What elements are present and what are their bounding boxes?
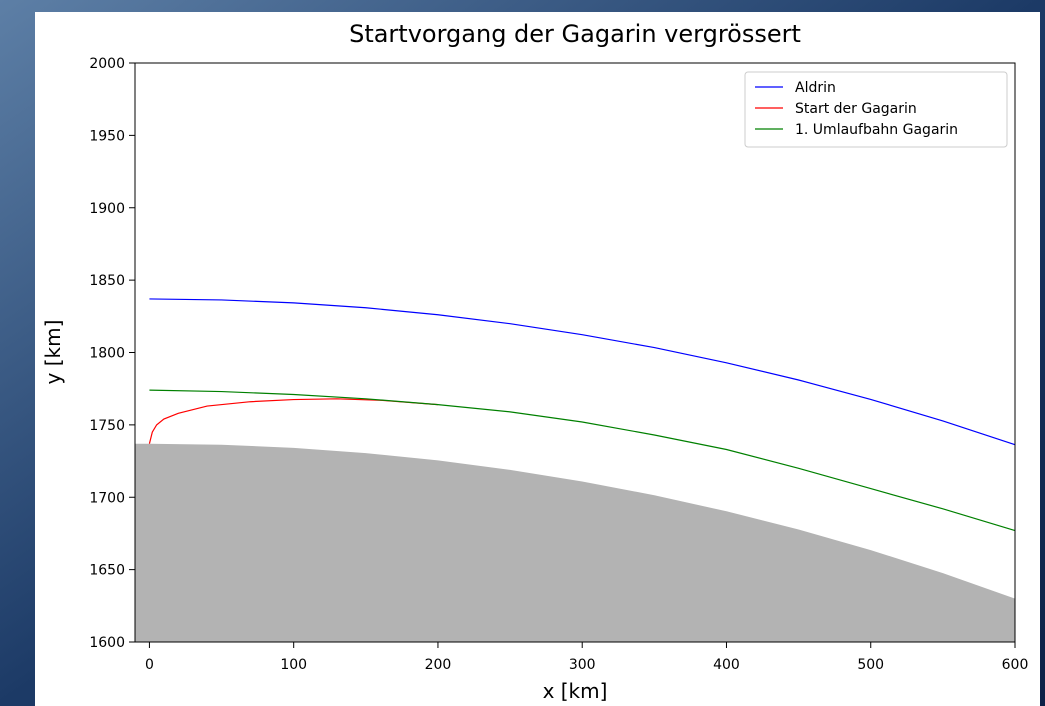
y-tick-label: 1750 — [89, 418, 125, 434]
y-tick-label: 1800 — [89, 346, 125, 362]
chart-title: Startvorgang der Gagarin vergrössert — [349, 20, 801, 48]
x-tick-label: 0 — [145, 657, 154, 673]
x-tick-label: 200 — [425, 657, 452, 673]
page: {"chart_data": {"type": "line", "title":… — [0, 0, 1045, 706]
y-tick-label: 1650 — [89, 563, 125, 579]
x-tick-label: 300 — [569, 657, 596, 673]
y-tick-label: 2000 — [89, 56, 125, 72]
legend-label: Start der Gagarin — [795, 101, 917, 117]
x-tick-label: 500 — [857, 657, 884, 673]
legend-label: Aldrin — [795, 80, 836, 96]
y-tick-label: 1850 — [89, 273, 125, 289]
x-tick-label: 100 — [280, 657, 307, 673]
y-axis-label: y [km] — [41, 320, 65, 385]
y-tick-label: 1950 — [89, 128, 125, 144]
y-tick-label: 1700 — [89, 490, 125, 506]
screen: Startvorgang der Gagarin vergrössert x [… — [0, 0, 1045, 706]
legend-label: 1. Umlaufbahn Gagarin — [795, 122, 958, 138]
x-tick-label: 600 — [1002, 657, 1029, 673]
x-axis-label: x [km] — [543, 679, 608, 703]
x-tick-label: 400 — [713, 657, 740, 673]
y-tick-label: 1900 — [89, 201, 125, 217]
y-tick-label: 1600 — [89, 635, 125, 651]
